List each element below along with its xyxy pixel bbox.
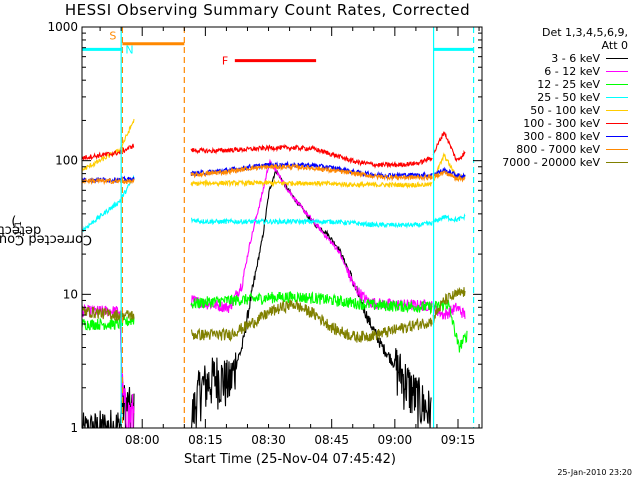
legend-swatch [606,162,628,163]
legend-label: 3 - 6 keV [551,52,600,65]
legend-swatch [606,58,628,59]
legend-swatch [606,84,628,85]
legend-item-6: 100 - 300 keV [488,117,638,130]
flag-label-n: N [125,43,133,56]
series-line-4-seg-3 [432,213,466,225]
y-tick-label-1: 1 [70,421,78,435]
legend-swatch [606,110,628,111]
legend-item-4: 25 - 50 keV [488,91,638,104]
y-tick-label-100: 100 [55,154,78,168]
legend-swatch [606,136,628,137]
flag-label-f: F [222,55,228,68]
legend-swatch [606,149,628,150]
legend-label: 300 - 800 keV [523,130,600,143]
series-line-6-seg-1 [81,143,135,162]
series-line-4-seg-1 [81,174,135,232]
marker-layer: SN F [82,27,475,428]
plot-frame [81,26,483,429]
y-tick-label-10: 10 [63,287,78,301]
x-tick-label-0845: 08:45 [314,433,349,447]
legend-item-1: 3 - 6 keV [488,52,638,65]
series-line-6-seg-3 [432,131,466,163]
y-axis-title-post: ) [11,213,17,229]
legend-swatch [606,123,628,124]
legend-header-line-2: Att 0 [601,39,628,52]
legend-item-7: 300 - 800 keV [488,130,638,143]
legend-item-8: 800 - 7000 keV [488,143,638,156]
legend: Det 1,3,4,5,6,9, Att 0 3 - 6 keV 6 - 12 k… [488,26,638,169]
series-line-4-seg-2 [190,217,433,229]
legend-item-3: 12 - 25 keV [488,78,638,91]
x-tick-label-0915: 09:15 [441,433,476,447]
legend-item-2: 6 - 12 keV [488,65,638,78]
x-tick-label-0900: 09:00 [378,433,413,447]
series-line-5-seg-1 [81,118,135,173]
x-axis-title: Start Time (25-Nov-04 07:45:42) [184,452,396,467]
series-line-9-seg-1 [81,305,135,322]
series-line-5-seg-2 [190,179,433,190]
series-line-3-seg-3 [432,299,468,353]
series-line-9-seg-2 [191,299,433,343]
axis-layer: 1 10 100 1000 08:00 08:15 08:30 08:45 09:00 09:15 [47,20,483,447]
legend-label: 800 - 7000 keV [516,143,600,156]
timestamp: 25-Jan-2010 23:20 [557,468,632,477]
x-tick-label-0800: 08:00 [125,433,160,447]
y-axis-title-mid: detector [0,222,42,238]
series-line-3-seg-2 [190,291,433,316]
legend-label: 100 - 300 keV [523,117,600,130]
series-line-8-seg-2 [190,163,433,182]
series-layer [81,118,468,430]
legend-label: 50 - 100 keV [530,104,600,117]
series-line-6-seg-2 [190,143,433,169]
flag-label-s: S [109,30,116,43]
series-line-3-seg-1 [81,316,135,331]
series-line-9-seg-3 [432,286,466,323]
legend-swatch [606,97,628,98]
legend-rows: 3 - 6 keV 6 - 12 keV 12 - 25 keV 25 - 50 ke… [488,52,638,169]
legend-label: 25 - 50 keV [537,91,600,104]
legend-label: 6 - 12 keV [544,65,600,78]
series-line-1-seg-2 [191,168,432,429]
series-line-8-seg-3 [432,170,466,183]
legend-header-line-1: Det 1,3,4,5,6,9, [541,26,628,39]
x-tick-label-0830: 08:30 [251,433,286,447]
legend-item-9: 7000 - 20000 keV [488,156,638,169]
chart-title: HESSI Observing Summary Count Rates, Cor… [64,1,471,19]
x-tick-label-0815: 08:15 [188,433,223,447]
y-tick-label-1000: 1000 [47,20,78,34]
legend-item-5: 50 - 100 keV [488,104,638,117]
legend-swatch [606,71,628,72]
series-line-8-seg-1 [81,176,135,186]
series-line-1-seg-1 [81,381,135,430]
legend-label: 7000 - 20000 keV [502,156,600,169]
legend-label: 12 - 25 keV [537,78,600,91]
